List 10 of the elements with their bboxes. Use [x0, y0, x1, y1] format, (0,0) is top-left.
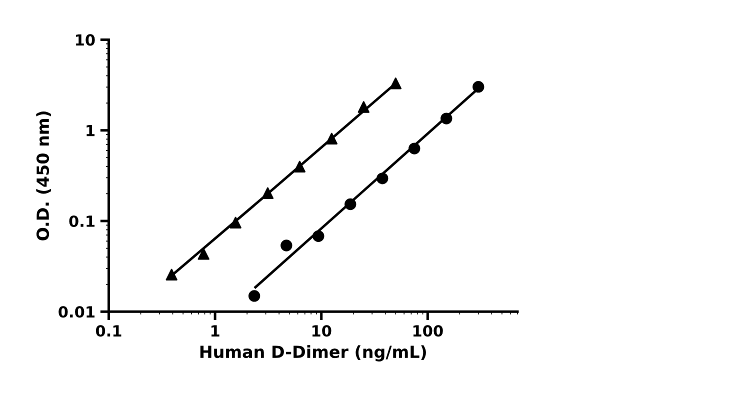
x-tick-label: 10 [312, 325, 332, 337]
y-tick-label: 1 [86, 125, 95, 136]
y-tick-label: 0.01 [58, 306, 95, 318]
y-axis-title: O.D. (450 nm) [36, 112, 52, 240]
x-axis-title: Human D-Dimer (ng/mL) [200, 345, 426, 362]
y-tick-label: 10 [76, 34, 95, 46]
x-tick-label: 1 [211, 325, 220, 336]
x-tick-label: 100 [413, 325, 443, 337]
x-tick-label: 0.1 [96, 325, 122, 337]
y-tick-label: 0.1 [69, 215, 95, 228]
